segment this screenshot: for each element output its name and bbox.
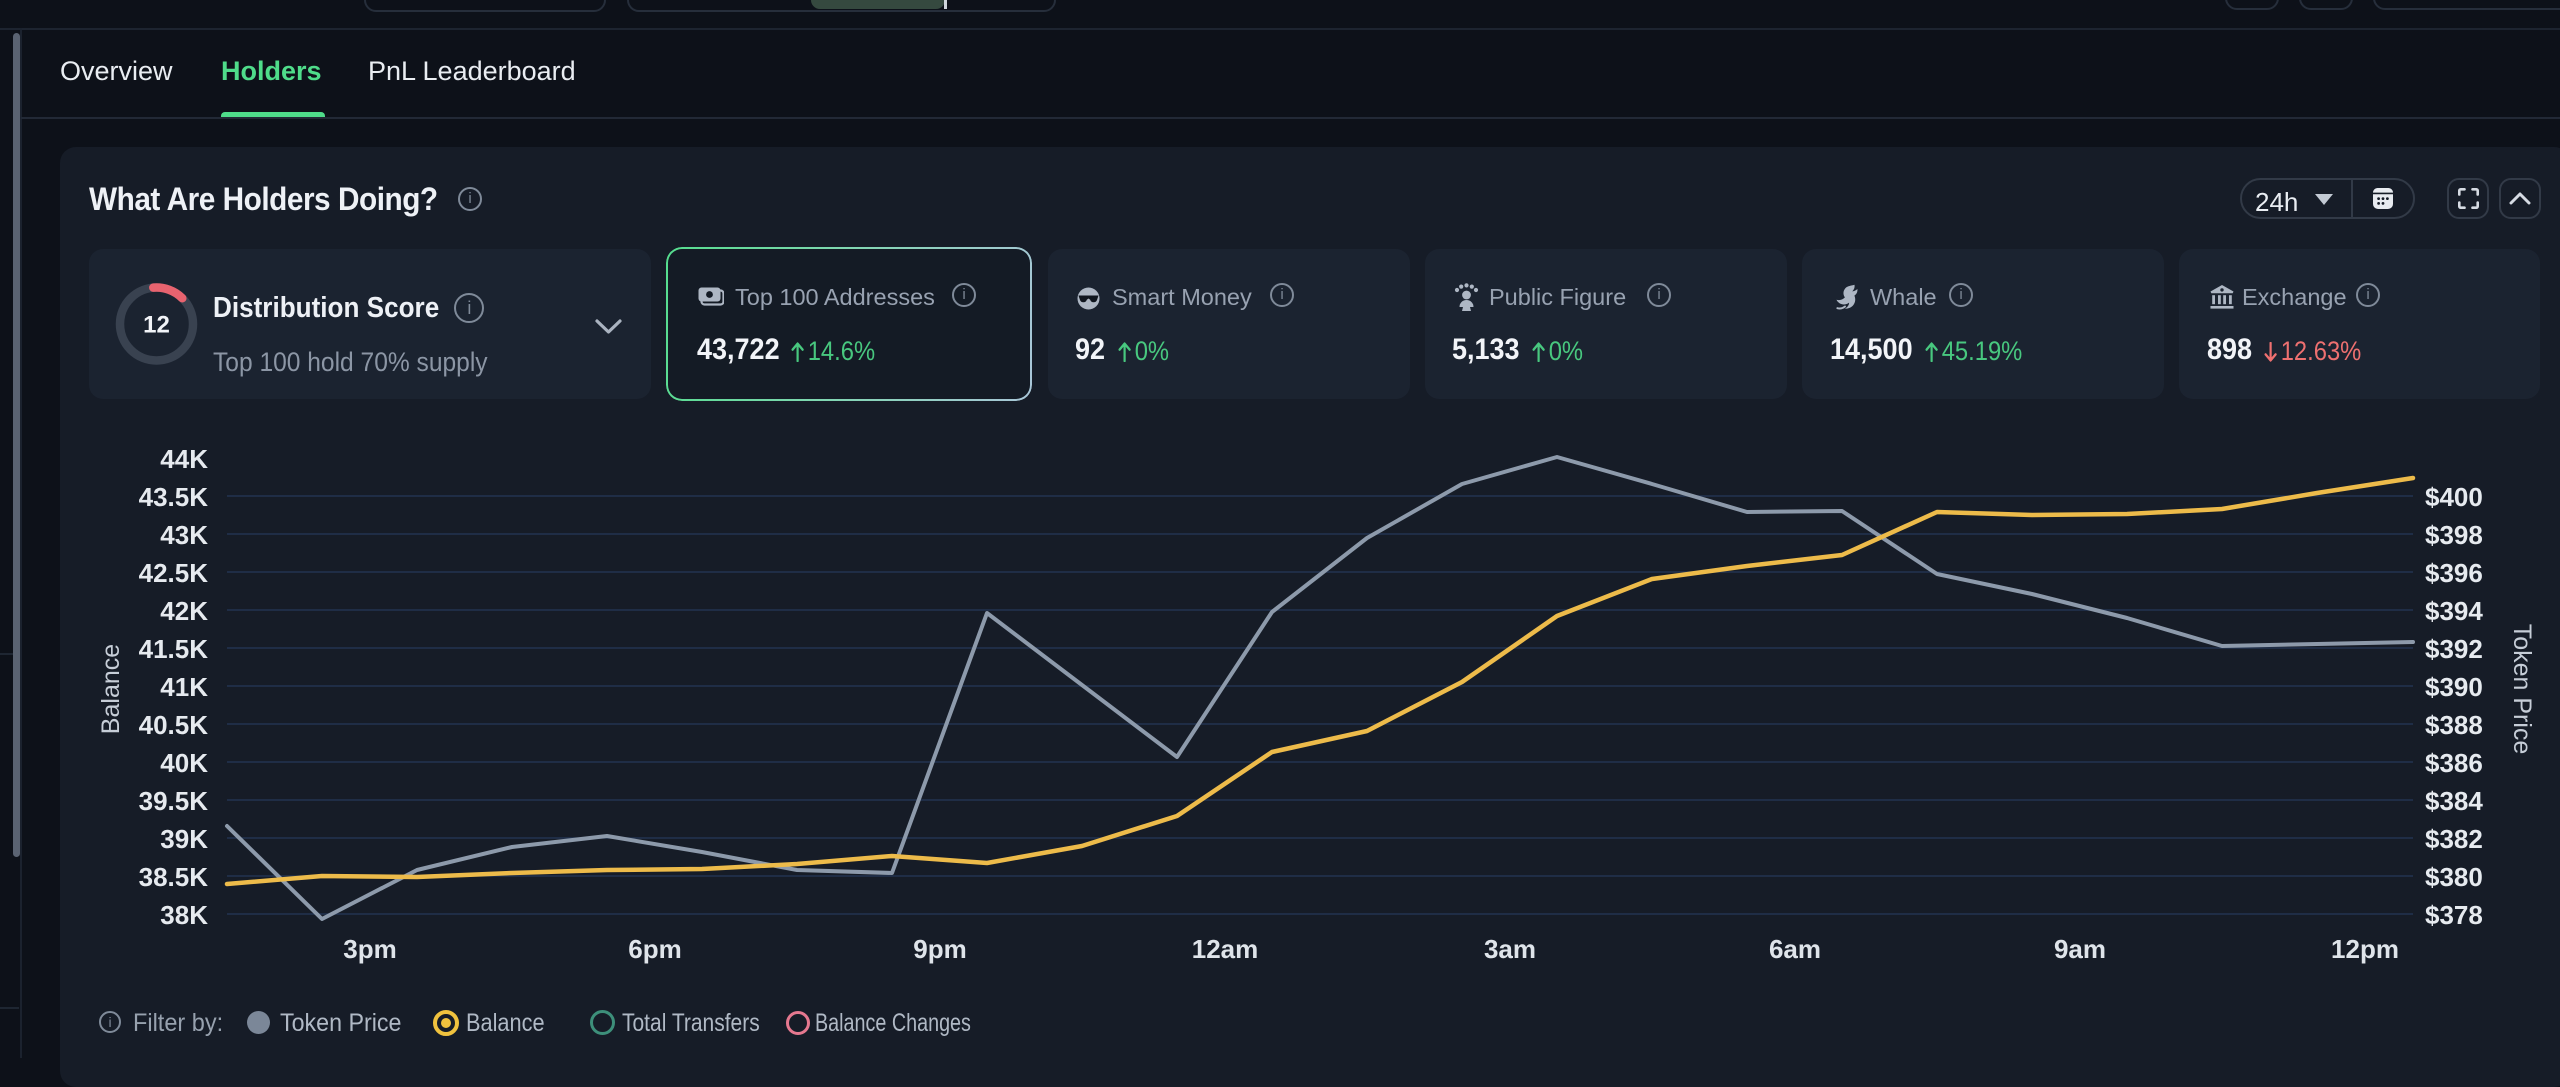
svg-text:42K: 42K bbox=[160, 596, 208, 626]
svg-text:$382: $382 bbox=[2425, 824, 2483, 854]
svg-text:$400: $400 bbox=[2425, 482, 2483, 512]
svg-text:40K: 40K bbox=[160, 748, 208, 778]
svg-text:9am: 9am bbox=[2054, 934, 2106, 964]
svg-text:$396: $396 bbox=[2425, 558, 2483, 588]
svg-text:12pm: 12pm bbox=[2331, 934, 2399, 964]
svg-text:44K: 44K bbox=[160, 444, 208, 474]
svg-text:39K: 39K bbox=[160, 824, 208, 854]
svg-text:38K: 38K bbox=[160, 900, 208, 930]
svg-text:40.5K: 40.5K bbox=[139, 710, 209, 740]
svg-text:3pm: 3pm bbox=[343, 934, 396, 964]
svg-text:12am: 12am bbox=[1192, 934, 1259, 964]
svg-text:$398: $398 bbox=[2425, 520, 2483, 550]
svg-text:42.5K: 42.5K bbox=[139, 558, 209, 588]
svg-text:$388: $388 bbox=[2425, 710, 2483, 740]
svg-text:12: 12 bbox=[143, 312, 170, 339]
svg-text:$386: $386 bbox=[2425, 748, 2483, 778]
svg-text:6am: 6am bbox=[1769, 934, 1821, 964]
svg-text:$394: $394 bbox=[2425, 596, 2483, 626]
svg-text:$378: $378 bbox=[2425, 900, 2483, 930]
svg-text:43.5K: 43.5K bbox=[139, 482, 209, 512]
svg-text:41K: 41K bbox=[160, 672, 208, 702]
svg-text:$392: $392 bbox=[2425, 634, 2483, 664]
svg-text:Token Price: Token Price bbox=[2508, 624, 2536, 755]
svg-text:9pm: 9pm bbox=[913, 934, 966, 964]
svg-text:$390: $390 bbox=[2425, 672, 2483, 702]
svg-text:$384: $384 bbox=[2425, 786, 2483, 816]
svg-text:$380: $380 bbox=[2425, 862, 2483, 892]
svg-text:38.5K: 38.5K bbox=[139, 862, 209, 892]
svg-text:Balance: Balance bbox=[97, 644, 125, 734]
svg-text:39.5K: 39.5K bbox=[139, 786, 209, 816]
svg-text:43K: 43K bbox=[160, 520, 208, 550]
svg-text:6pm: 6pm bbox=[628, 934, 681, 964]
svg-text:3am: 3am bbox=[1484, 934, 1536, 964]
svg-text:41.5K: 41.5K bbox=[139, 634, 209, 664]
